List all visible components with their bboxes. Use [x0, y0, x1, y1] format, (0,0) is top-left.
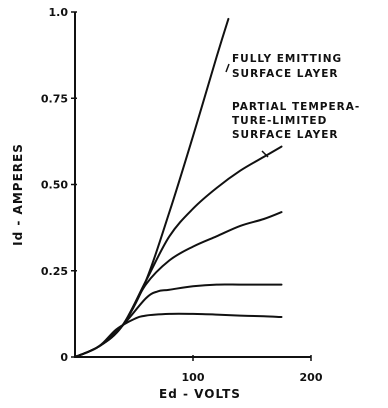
annotation-2-leader: [261, 150, 269, 158]
annotation-1-line-2: SURFACE LAYER: [232, 68, 338, 80]
series-line-5: [74, 312, 283, 358]
annotation-1-line-1: FULLY EMITTING: [232, 53, 342, 65]
series-line-4: [74, 283, 283, 358]
y-tick-label: 0.25: [41, 265, 68, 278]
annotation-2-line-2: TURE-LIMITED: [232, 115, 327, 127]
series-line-2: [74, 145, 283, 358]
y-tick-label: 0: [60, 351, 68, 364]
annotation-2-line-3: SURFACE LAYER: [232, 129, 338, 141]
y-tick-label: 0.75: [41, 92, 68, 105]
x-axis-label: Ed - VOLTS: [159, 387, 241, 401]
y-tick-label: 1.0: [49, 6, 69, 19]
series-line-1: [74, 17, 230, 358]
y-tick-label: 0.50: [41, 179, 68, 192]
x-tick-label: 200: [300, 371, 323, 384]
x-tick-label: 100: [182, 371, 205, 384]
y-axis-label: Id - AMPERES: [11, 143, 25, 246]
annotation-2-line-1: PARTIAL TEMPERA-: [232, 101, 360, 113]
annotation-1-leader: [225, 63, 230, 73]
